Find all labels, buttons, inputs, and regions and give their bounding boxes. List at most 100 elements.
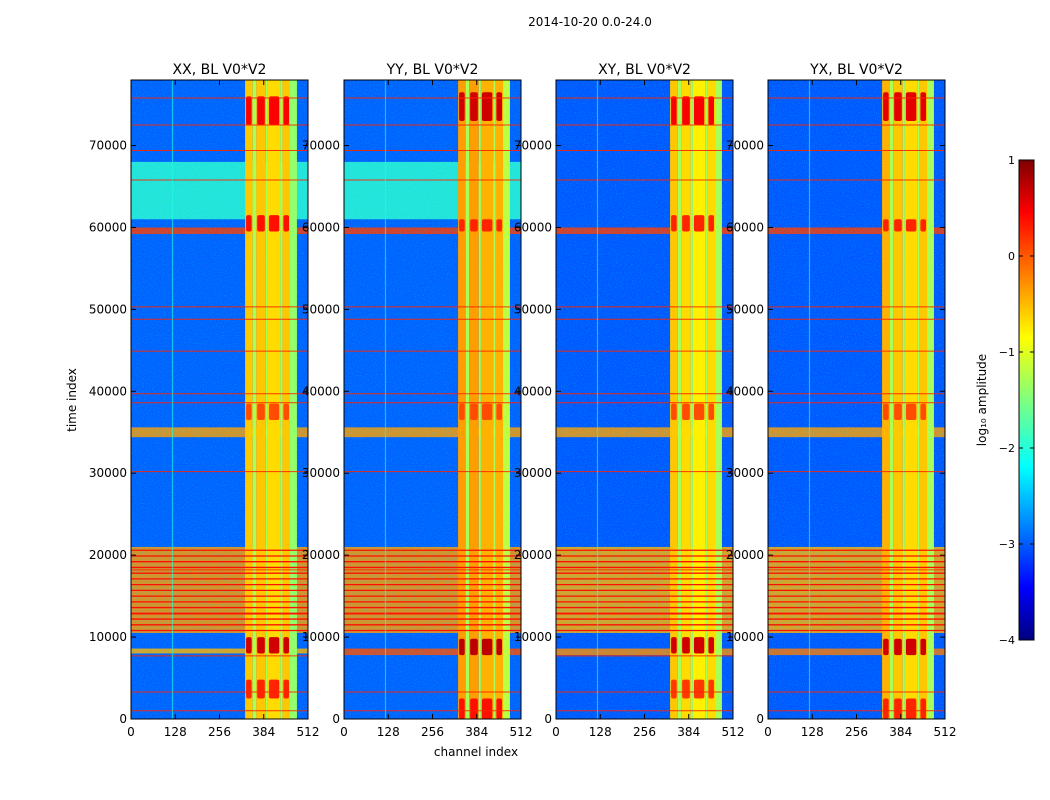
channel-band [252,80,257,719]
hot-patch [268,215,280,232]
x-tick-label: 384 [889,725,912,739]
hot-patch [268,403,280,420]
channel-band [677,80,682,719]
hot-patch [883,403,889,420]
hot-patch [481,219,493,232]
hot-patch [883,698,889,719]
hot-patch [496,92,503,121]
hot-patch [283,637,290,654]
hot-patch [671,403,677,420]
y-tick-label: 50000 [302,302,340,316]
channel-band [280,80,283,719]
hot-patch [708,215,715,232]
hot-patch [693,679,705,699]
y-tick-label: 10000 [726,630,764,644]
hot-patch [459,92,465,121]
x-tick-label: 128 [589,725,612,739]
colorbar: −4 −3 −2 −1 0 1 log₁₀ amplitude [975,154,1035,647]
hot-patch [693,403,705,420]
panels: XX, BL V0*V2 0 128 256 384 512 0 10000 20000 3000… [89,62,957,739]
y-tick-label: 0 [332,712,340,726]
y-tick-label: 70000 [514,139,552,153]
channel-band [902,80,905,719]
hot-patch [459,403,465,420]
hot-patch [708,637,715,654]
hot-patch [257,215,265,232]
x-tick-label: 384 [677,725,700,739]
hot-patch [283,403,290,420]
hot-patch [905,219,917,232]
channel-band [493,80,496,719]
hot-patch [883,219,889,232]
hot-patch [470,638,478,656]
x-tick-label: 0 [340,725,348,739]
hot-patch [470,698,478,719]
channel-band [290,80,297,719]
hot-patch [268,637,280,654]
hot-patch [246,96,252,126]
y-tick-label: 20000 [302,548,340,562]
hot-patch [894,219,902,232]
x-tick-label: 256 [845,725,868,739]
y-tick-label: 10000 [89,630,127,644]
channel-band [495,80,504,719]
y-tick-label: 40000 [726,384,764,398]
hot-patch [883,92,889,121]
hot-patch [905,698,917,719]
y-tick-label: 10000 [514,630,552,644]
hot-patch [257,679,265,699]
hot-patch [283,679,290,699]
colorbar-label: log₁₀ amplitude [975,354,989,446]
x-tick-label: 256 [421,725,444,739]
channel-band [265,80,268,719]
heatmap-image [131,80,308,719]
y-tick-label: 50000 [514,302,552,316]
channel-band [670,80,678,719]
channel-band [917,80,920,719]
hot-patch [481,638,493,656]
x-tick-label: 512 [934,725,957,739]
hot-patch [268,96,280,126]
y-tick-label: 0 [544,712,552,726]
panel-0: XX, BL V0*V2 0 128 256 384 512 0 10000 20000 3000… [89,62,320,739]
hot-patch [246,215,252,232]
channel-band [715,80,722,719]
y-tick-label: 10000 [302,630,340,644]
hot-patch [283,96,290,126]
hot-patch [671,679,677,699]
y-tick-label: 20000 [89,548,127,562]
y-tick-label: 0 [756,712,764,726]
channel-band [919,80,928,719]
hot-patch [257,637,265,654]
channel-band [503,80,510,719]
hot-patch [246,637,252,654]
y-tick-label: 20000 [514,548,552,562]
hot-patch [496,698,503,719]
hot-patch [920,219,927,232]
x-tick-label: 384 [252,725,275,739]
colorbar-tick-label: −2 [999,442,1015,455]
x-tick-label: 512 [297,725,320,739]
hot-patch [459,638,465,656]
hot-patch [268,679,280,699]
channel-band [904,80,918,719]
y-tick-label: 40000 [302,384,340,398]
hot-patch [470,219,478,232]
channel-band [690,80,693,719]
hot-patch [470,92,478,121]
channel-band [681,80,691,719]
suptitle: 2014-10-20 0.0-24.0 [528,15,652,29]
channel-band [480,80,494,719]
hot-patch [470,403,478,420]
channel-band [245,80,253,719]
hot-patch [496,638,503,656]
hot-patch [682,679,690,699]
x-tick-label: 256 [208,725,231,739]
x-tick-label: 256 [633,725,656,739]
heatmap-image [344,80,521,719]
heatmap-image [768,80,945,719]
panel-title: YY, BL V0*V2 [386,62,479,78]
hot-patch [481,698,493,719]
hot-patch [905,638,917,656]
